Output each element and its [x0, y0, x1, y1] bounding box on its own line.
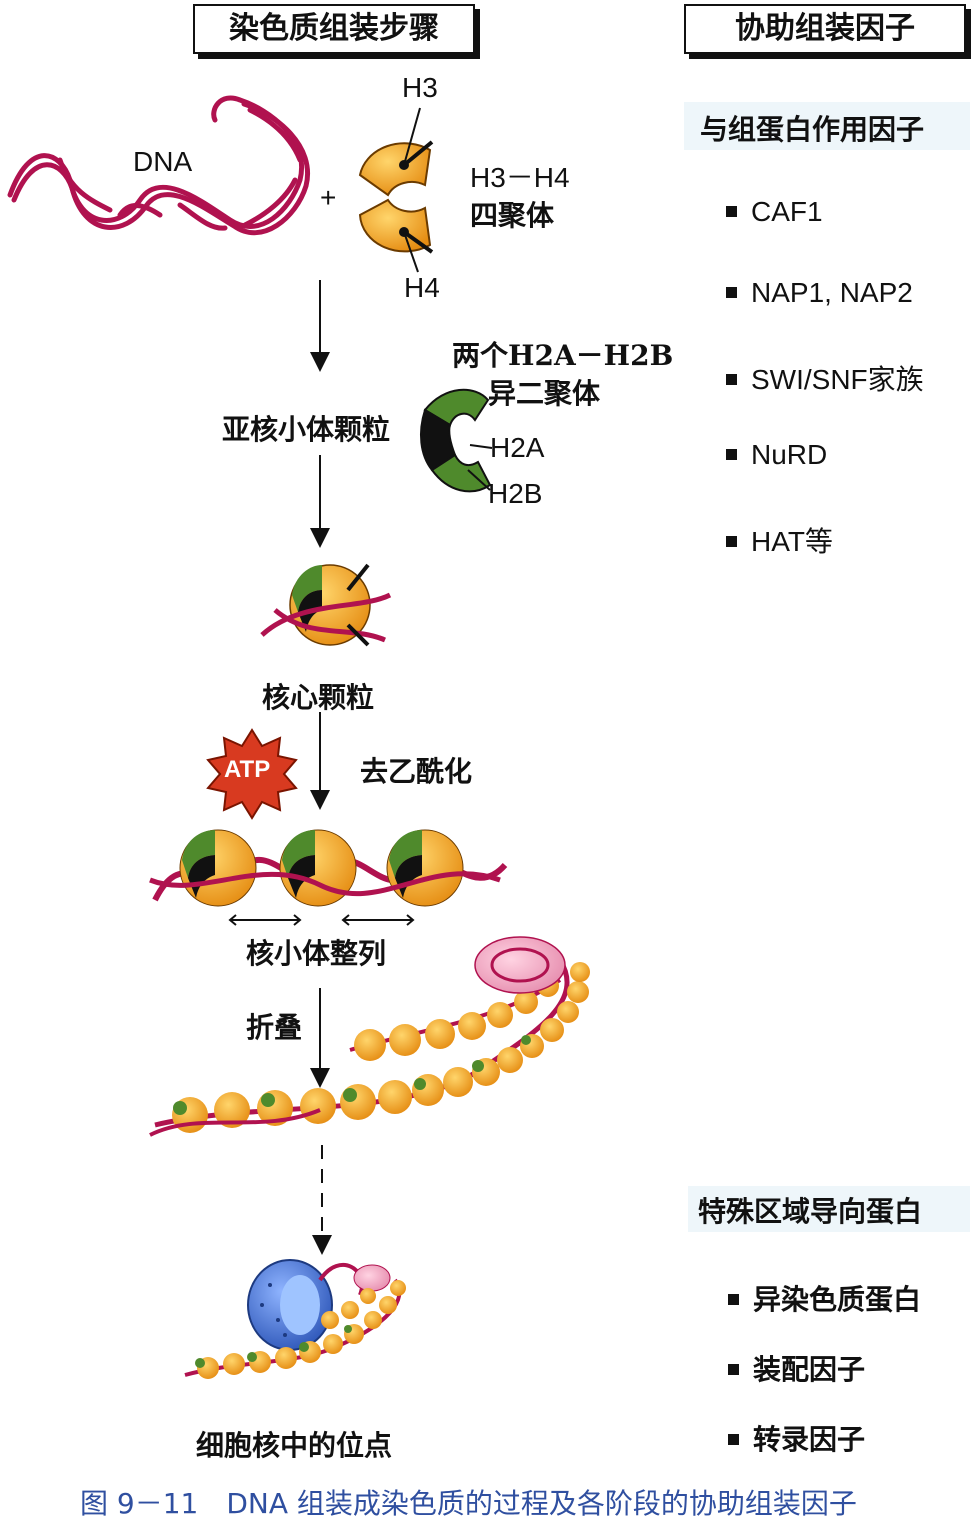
core-particle-graphic — [260, 563, 392, 647]
bullet-icon — [726, 536, 737, 548]
core-particle-label: 核心颗粒 — [262, 681, 375, 714]
factors-header-text: 协助组装因子 — [735, 11, 915, 46]
nucleosome-spacing-label: 核小体整列 — [246, 937, 387, 970]
steps-header-text: 染色质组装步骤 — [229, 11, 439, 46]
h2a-h2b-dimer — [420, 388, 493, 493]
targeting-factor-item: 装配因子 — [728, 1348, 865, 1388]
bullet-icon — [728, 1364, 739, 1375]
heterodimer-label: 异二聚体 — [488, 377, 601, 410]
h3-label: H3 — [402, 72, 438, 103]
factors-header-box: 协助组装因子 — [684, 4, 966, 54]
tetramer-label: 四聚体 — [470, 199, 555, 232]
h2a-h2b-label: 两个H2A－H2B — [452, 339, 674, 372]
bullet-icon — [728, 1434, 739, 1445]
steps-header-box: 染色质组装步骤 — [193, 4, 475, 54]
atp-label: ATP — [224, 756, 271, 783]
bullet-icon — [726, 206, 737, 218]
histone-factor-item: SWI/SNF家族 — [726, 358, 924, 398]
subnucleosome-label: 亚核小体颗粒 — [222, 413, 391, 446]
figure-caption: 图 9－11 DNA 组装成染色质的过程及各阶段的协助组装因子 — [80, 1487, 857, 1520]
bullet-icon — [726, 449, 737, 461]
bullet-icon — [726, 374, 737, 386]
dna-helix — [7, 95, 310, 236]
histone-factor-item: HAT等 — [726, 520, 833, 560]
h2a-label: H2A — [490, 432, 545, 463]
atp-starburst — [206, 728, 298, 820]
targeting-factor-item: 异染色质蛋白 — [728, 1278, 921, 1318]
bullet-icon — [726, 287, 737, 299]
folding-label: 折叠 — [246, 1011, 303, 1044]
plus-sign: + — [320, 182, 337, 213]
nucleosome-array — [149, 829, 508, 926]
targeting-factors-title: 特殊区域导向蛋白 — [698, 1195, 923, 1228]
histone-factors-title: 与组蛋白作用因子 — [700, 113, 925, 146]
folded-fiber — [149, 936, 590, 1137]
targeting-factor-item: 转录因子 — [728, 1418, 865, 1458]
nuclear-site-label: 细胞核中的位点 — [196, 1429, 393, 1462]
h3-h4-tetramer — [358, 107, 434, 273]
histone-factors-band — [684, 102, 970, 150]
histone-factor-item: CAF1 — [726, 196, 823, 228]
histone-factor-item: NuRD — [726, 439, 827, 471]
h2b-label: H2B — [488, 478, 543, 509]
targeting-factors-band — [688, 1186, 970, 1232]
h4-label: H4 — [404, 272, 440, 303]
histone-factor-item: NAP1, NAP2 — [726, 277, 913, 309]
dna-label: DNA — [133, 146, 193, 177]
nuclear-site-graphic — [184, 1259, 406, 1379]
bullet-icon — [728, 1294, 739, 1305]
h3-h4-label: H3－H4 — [470, 162, 570, 193]
deacetylation-label: 去乙酰化 — [360, 755, 473, 788]
